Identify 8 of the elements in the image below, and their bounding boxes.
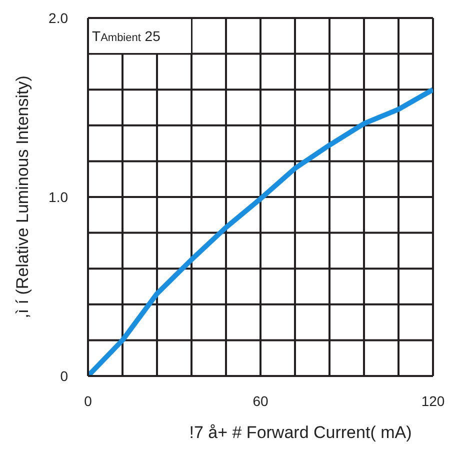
x-axis-title: !7 å+ # Forward Current( mA) bbox=[189, 423, 412, 442]
x-tick-label: 120 bbox=[421, 392, 445, 409]
x-tick-label: 60 bbox=[252, 392, 268, 409]
x-tick-label: 0 bbox=[84, 392, 92, 409]
y-tick-label: 0 bbox=[60, 368, 68, 384]
y-tick-label: 1.0 bbox=[48, 188, 68, 205]
y-tick-label: 2.0 bbox=[48, 10, 68, 26]
y-axis-title: ,ì í (Relative Luminous Intensity) bbox=[13, 76, 32, 318]
